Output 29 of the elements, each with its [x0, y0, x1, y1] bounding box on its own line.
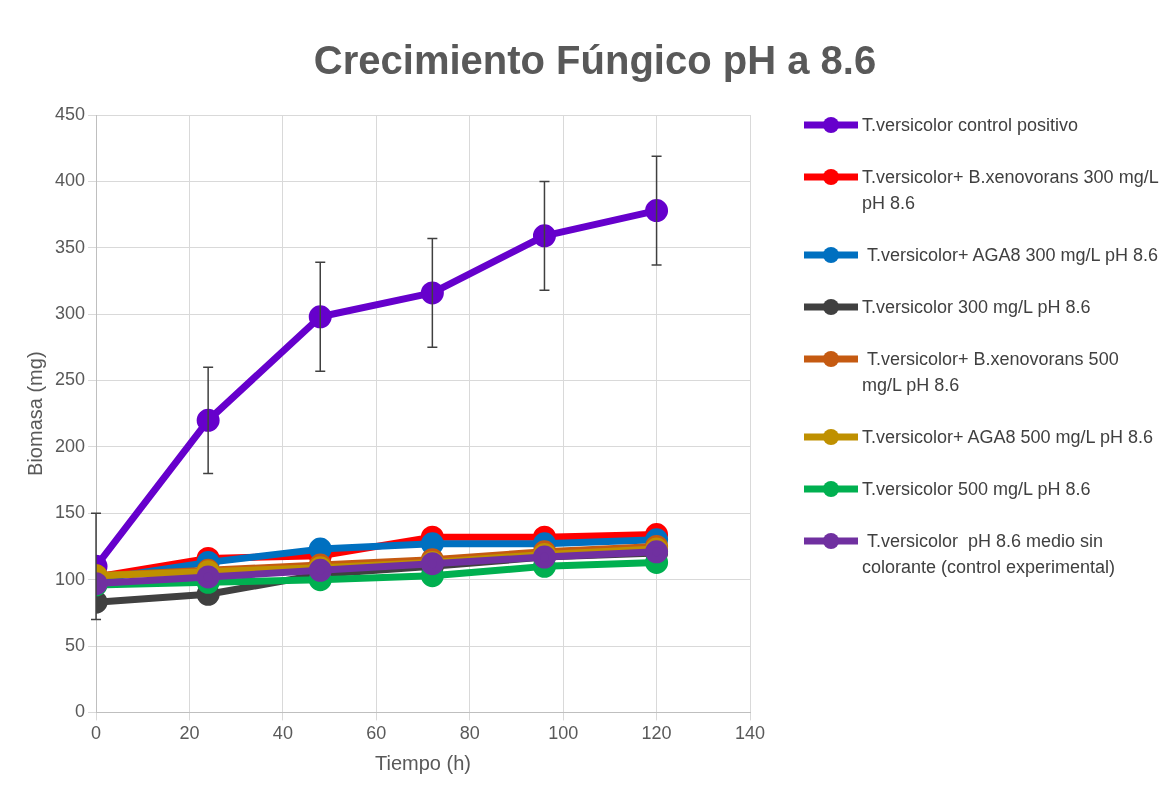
- legend-label: T.versicolor+ AGA8 500 mg/L pH 8.6: [862, 426, 1153, 449]
- y-tick-label: 0: [75, 701, 86, 722]
- y-tick-label: 100: [54, 568, 86, 589]
- y-tick-label: 150: [54, 502, 86, 523]
- y-tick-label: 350: [54, 236, 86, 257]
- x-tick-label: 0: [91, 723, 102, 744]
- legend-label: T.versicolor 300 mg/L pH 8.6: [862, 296, 1091, 319]
- x-tick-label: 60: [366, 723, 387, 744]
- y-tick-label: 250: [54, 369, 86, 390]
- legend-label: T.versicolor pH 8.6 medio sin colorante (control experimental): [862, 530, 1117, 579]
- legend-label: T.versicolor+ B.xenovorans 300 mg/L pH 8.6: [862, 166, 1160, 215]
- x-tick-label: 100: [548, 723, 579, 744]
- y-tick-label: 50: [65, 634, 86, 655]
- x-tick-label: 120: [641, 723, 672, 744]
- y-axis-title: Biomasa (mg): [23, 351, 46, 476]
- legend-label: T.versicolor+ B.xenovorans 500 mg/L pH 8.6: [862, 348, 1120, 397]
- x-tick-label: 20: [179, 723, 200, 744]
- x-tick-label: 40: [272, 723, 293, 744]
- y-tick-label: 450: [54, 103, 86, 124]
- y-tick-label: 300: [54, 303, 86, 324]
- chart-title: Crecimiento Fúngico pH a 8.6: [312, 38, 878, 83]
- x-tick-label: 80: [459, 723, 480, 744]
- x-axis-title: Tiempo (h): [375, 751, 471, 774]
- x-tick-label: 140: [734, 723, 766, 744]
- y-tick-label: 400: [54, 170, 86, 191]
- legend-label: T.versicolor+ AGA8 300 mg/L pH 8.6: [866, 244, 1158, 267]
- legend-label: T.versicolor 500 mg/L pH 8.6: [862, 478, 1091, 501]
- legend-label: T.versicolor control positivo: [862, 114, 1079, 137]
- y-tick-label: 200: [54, 435, 86, 456]
